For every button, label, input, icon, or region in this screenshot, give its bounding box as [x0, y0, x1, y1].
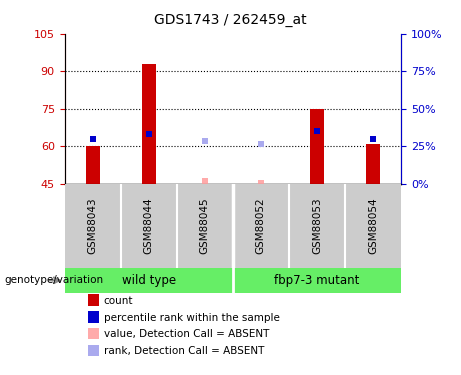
Text: GSM88045: GSM88045	[200, 198, 210, 254]
Text: value, Detection Call = ABSENT: value, Detection Call = ABSENT	[104, 330, 269, 339]
Text: percentile rank within the sample: percentile rank within the sample	[104, 313, 280, 322]
Text: genotype/variation: genotype/variation	[5, 275, 104, 285]
Text: GSM88043: GSM88043	[88, 198, 98, 254]
Text: rank, Detection Call = ABSENT: rank, Detection Call = ABSENT	[104, 346, 264, 356]
Text: GSM88044: GSM88044	[144, 198, 154, 254]
Text: GDS1743 / 262459_at: GDS1743 / 262459_at	[154, 13, 307, 27]
Text: wild type: wild type	[122, 274, 176, 287]
Bar	[233, 268, 401, 292]
Text: GSM88052: GSM88052	[256, 198, 266, 254]
Text: fbp7-3 mutant: fbp7-3 mutant	[274, 274, 360, 287]
Text: GSM88054: GSM88054	[368, 198, 378, 254]
Text: GSM88053: GSM88053	[312, 198, 322, 254]
Text: count: count	[104, 296, 133, 306]
Bar	[86, 146, 100, 184]
Bar	[310, 109, 324, 184]
Bar	[366, 144, 380, 184]
Bar	[142, 64, 156, 184]
Bar	[65, 268, 233, 292]
